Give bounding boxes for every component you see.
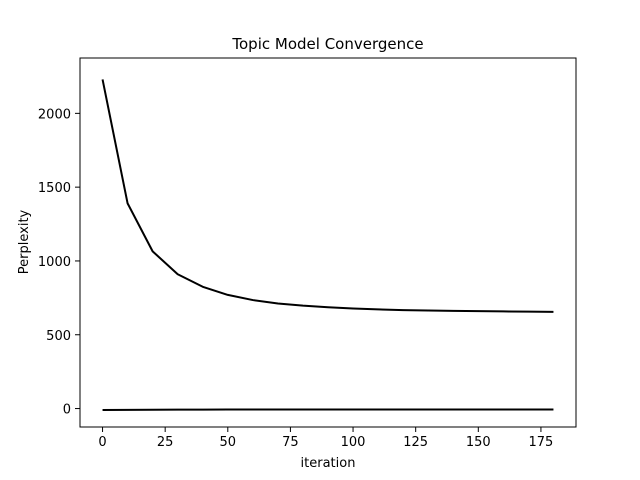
y-axis: 0 500 1000 1500 2000 [38,107,80,418]
series-line-2 [102,408,554,412]
y-tick-label: 1000 [38,255,71,270]
x-tick-label: 75 [282,435,299,450]
series-line-1 [101,79,554,313]
x-tick-label: 175 [529,435,554,450]
y-tick-label: 1500 [38,181,71,196]
x-tick-label: 50 [220,435,237,450]
x-axis: 0 25 50 75 100 125 150 175 [98,427,553,450]
x-tick-label: 100 [341,435,366,450]
x-tick-label: 0 [98,435,106,450]
y-axis-label: Perplexity [17,209,32,274]
plot-frame [79,57,577,428]
chart-title: Topic Model Convergence [231,35,423,53]
y-tick-label: 2000 [38,107,71,122]
x-axis-label: iteration [301,456,356,471]
y-tick-label: 500 [46,329,71,344]
plot-area [101,79,554,412]
x-tick-label: 125 [403,435,428,450]
x-tick-label: 150 [466,435,491,450]
y-tick-label: 0 [63,403,71,418]
x-tick-label: 25 [157,435,174,450]
